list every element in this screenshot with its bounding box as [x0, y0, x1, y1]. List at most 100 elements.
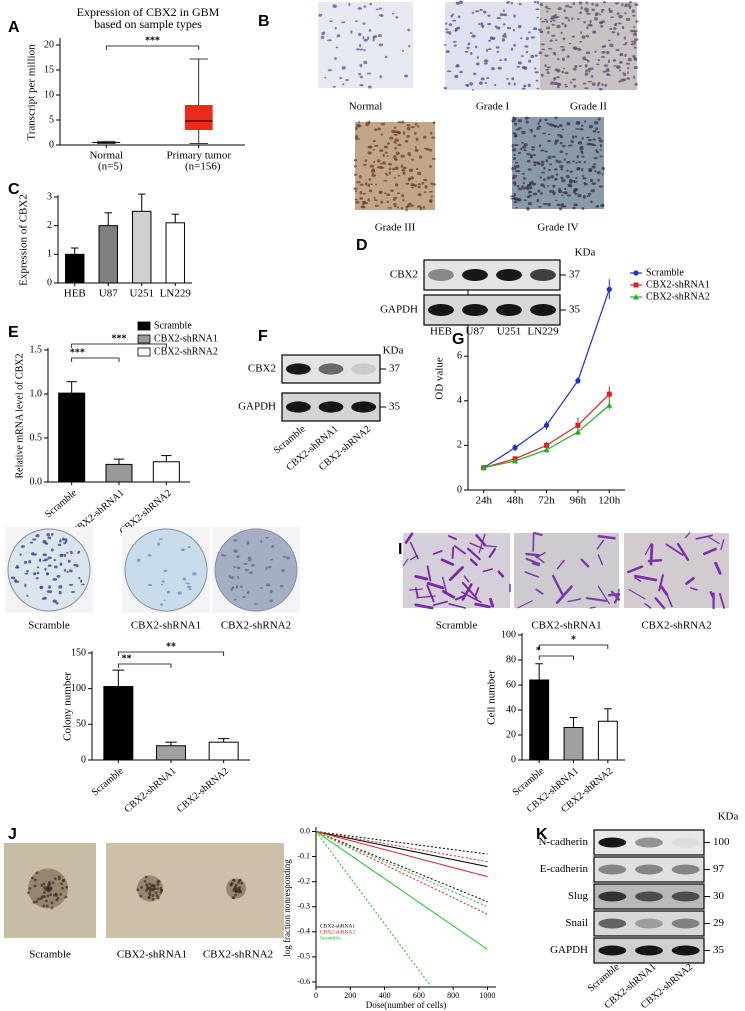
cell	[266, 583, 271, 587]
cell	[59, 539, 62, 542]
cell	[511, 77, 515, 81]
cell	[228, 575, 231, 579]
cell	[405, 182, 410, 185]
cell	[597, 585, 610, 605]
cell	[362, 22, 366, 25]
cell	[246, 591, 250, 595]
cell	[368, 178, 372, 181]
cell	[384, 172, 388, 175]
cell	[271, 545, 275, 549]
cell	[513, 14, 516, 18]
cell	[591, 2, 594, 6]
cell	[553, 16, 558, 19]
cell	[393, 140, 396, 144]
cell	[365, 201, 368, 205]
cell	[586, 59, 590, 63]
cell	[576, 18, 581, 20]
cell	[368, 189, 373, 193]
cell	[414, 148, 419, 153]
cell	[506, 77, 509, 80]
series-line	[316, 831, 488, 950]
cell	[595, 63, 600, 66]
cell	[36, 571, 40, 575]
cell	[586, 34, 590, 38]
cell	[630, 40, 636, 43]
cell	[561, 70, 564, 74]
significance-label: ***	[112, 333, 127, 344]
cell	[546, 66, 551, 69]
cell	[582, 56, 587, 61]
confidence-line	[316, 831, 488, 863]
cell	[391, 12, 395, 15]
cell	[372, 148, 375, 151]
cell	[32, 900, 36, 904]
cell	[426, 581, 445, 590]
cell	[19, 553, 22, 556]
band	[598, 864, 627, 875]
point	[606, 391, 612, 397]
cell	[378, 7, 383, 10]
micrograph	[624, 532, 729, 610]
cell	[469, 82, 474, 86]
cell	[324, 76, 327, 79]
cell	[401, 194, 405, 198]
cell	[55, 893, 58, 897]
cell	[358, 175, 362, 179]
cell	[599, 149, 602, 151]
cell	[445, 28, 449, 31]
cell	[540, 20, 546, 23]
y-tick-label: -0.5	[297, 952, 310, 961]
cell	[566, 194, 572, 197]
cell	[633, 32, 637, 37]
cell	[56, 896, 60, 900]
x-tick-note: (n=5)	[98, 161, 123, 173]
y-axis-label: Transcript per million	[26, 44, 38, 141]
cell	[573, 203, 578, 207]
cell	[393, 126, 397, 129]
cell	[538, 205, 542, 208]
cell	[464, 50, 469, 53]
cell	[601, 8, 605, 11]
cell	[373, 196, 376, 199]
cell	[538, 28, 542, 31]
cell	[514, 167, 517, 170]
cell	[597, 58, 600, 62]
cell	[430, 195, 433, 198]
cell	[408, 154, 411, 157]
cell	[600, 203, 605, 208]
cell	[231, 896, 235, 900]
cell	[320, 36, 325, 39]
cell	[248, 571, 253, 575]
cell	[599, 21, 604, 24]
cell	[633, 38, 639, 41]
cell	[364, 182, 368, 186]
cell	[155, 894, 159, 898]
cell	[587, 67, 591, 71]
cell	[591, 82, 596, 86]
cell	[599, 13, 602, 16]
cell	[572, 1, 576, 6]
cell	[515, 206, 518, 209]
cell	[441, 590, 456, 599]
y-tick-label: -0.1	[297, 851, 310, 860]
cell	[402, 558, 409, 567]
cell	[327, 39, 332, 42]
cell	[708, 536, 720, 545]
cell	[50, 901, 54, 905]
cell	[359, 191, 362, 195]
cell	[61, 886, 64, 890]
cell	[568, 6, 573, 9]
cell	[550, 81, 555, 85]
well	[7, 528, 91, 612]
cell	[426, 565, 432, 582]
cell	[369, 164, 374, 168]
cell	[582, 174, 585, 178]
cell	[597, 554, 604, 566]
cell	[616, 12, 620, 15]
cell	[163, 569, 168, 572]
y-tick-label: 6	[457, 350, 462, 361]
cell	[59, 562, 63, 566]
cell	[57, 543, 62, 546]
cell	[552, 191, 556, 195]
cell	[483, 545, 498, 548]
